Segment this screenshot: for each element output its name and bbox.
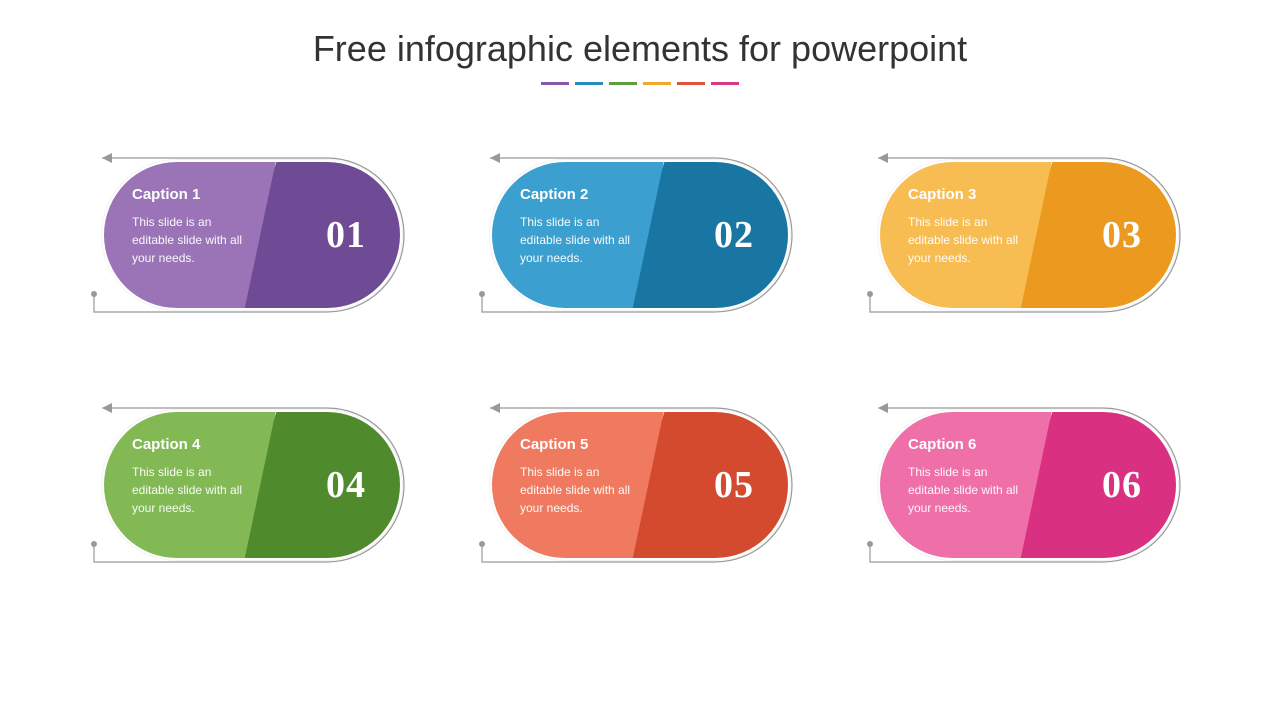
card-number: 06 <box>1102 463 1142 507</box>
card-content: Caption 2 This slide is an editable slide… <box>490 160 790 310</box>
card-content: Caption 3 This slide is an editable slide… <box>878 160 1178 310</box>
card-content: Caption 4 This slide is an editable slide… <box>102 410 402 560</box>
card-description: This slide is an editable slide with all… <box>520 463 640 517</box>
card-content: Caption 6 This slide is an editable slide… <box>878 410 1178 560</box>
card-content: Caption 1 This slide is an editable slide… <box>102 160 402 310</box>
title-underline <box>0 82 1280 85</box>
infographic-card: Caption 4 This slide is an editable slide… <box>102 410 402 560</box>
card-caption: Caption 3 <box>908 186 1178 203</box>
underline-segment <box>711 82 739 85</box>
card-number: 03 <box>1102 213 1142 257</box>
card-caption: Caption 4 <box>132 436 402 453</box>
card-description: This slide is an editable slide with all… <box>132 463 252 517</box>
card-caption: Caption 5 <box>520 436 790 453</box>
card-caption: Caption 1 <box>132 186 402 203</box>
underline-segment <box>541 82 569 85</box>
card-number: 01 <box>326 213 366 257</box>
underline-segment <box>677 82 705 85</box>
card-content: Caption 5 This slide is an editable slide… <box>490 410 790 560</box>
card-description: This slide is an editable slide with all… <box>520 213 640 267</box>
card-number: 02 <box>714 213 754 257</box>
infographic-grid: Caption 1 This slide is an editable slide… <box>0 160 1280 560</box>
infographic-card: Caption 3 This slide is an editable slide… <box>878 160 1178 310</box>
underline-segment <box>643 82 671 85</box>
card-description: This slide is an editable slide with all… <box>908 213 1028 267</box>
underline-segment <box>575 82 603 85</box>
infographic-card: Caption 1 This slide is an editable slide… <box>102 160 402 310</box>
infographic-card: Caption 2 This slide is an editable slide… <box>490 160 790 310</box>
card-number: 04 <box>326 463 366 507</box>
infographic-card: Caption 6 This slide is an editable slide… <box>878 410 1178 560</box>
card-caption: Caption 2 <box>520 186 790 203</box>
slide-title: Free infographic elements for powerpoint <box>0 0 1280 70</box>
underline-segment <box>609 82 637 85</box>
card-caption: Caption 6 <box>908 436 1178 453</box>
infographic-card: Caption 5 This slide is an editable slide… <box>490 410 790 560</box>
card-description: This slide is an editable slide with all… <box>132 213 252 267</box>
card-description: This slide is an editable slide with all… <box>908 463 1028 517</box>
card-number: 05 <box>714 463 754 507</box>
